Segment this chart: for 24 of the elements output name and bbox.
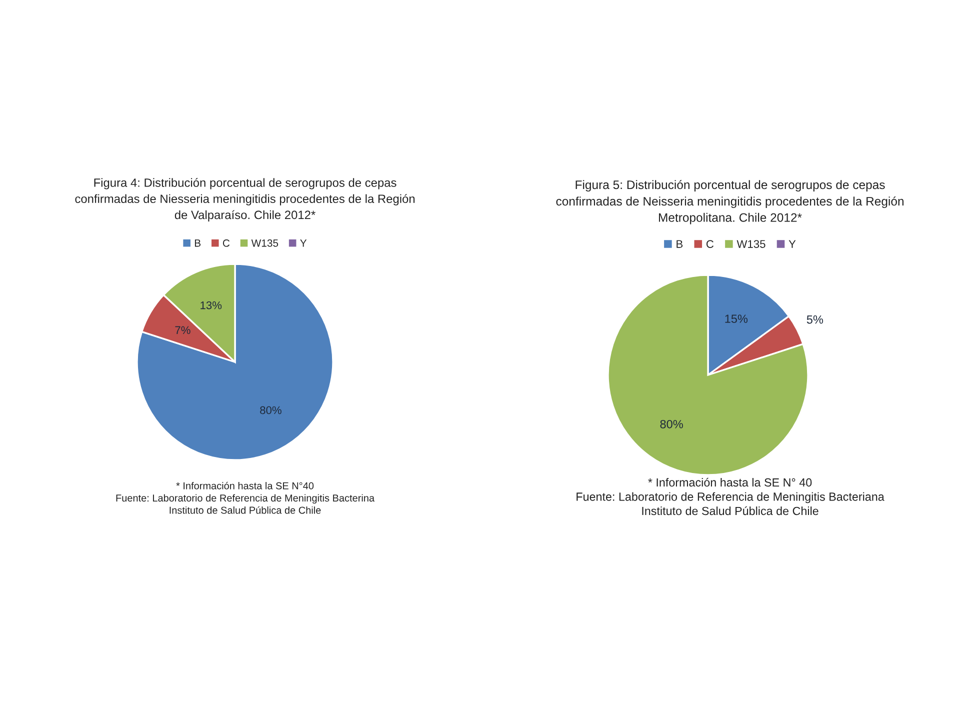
data-label: 13% bbox=[200, 301, 222, 310]
text: Instituto de Salud Pública de Chile bbox=[642, 506, 818, 516]
chart-title: Figura 4: Distribución porcentual de serogrupos de cepas confirmadas de Niesseria meningitidis procedentes de la Región de Valparaíso. Chile 2012* bbox=[75, 178, 415, 222]
legend-label: W135 bbox=[251, 239, 278, 247]
legend-label: B bbox=[194, 240, 201, 247]
data-label: 15% bbox=[725, 314, 748, 323]
data-label: 80% bbox=[260, 406, 282, 414]
text: * Información hasta la SE N° 40 bbox=[648, 478, 812, 487]
legend-label: C bbox=[222, 239, 230, 247]
legend-label: Y bbox=[300, 240, 307, 247]
chart-title: Figura 5: Distribución porcentual de serogrupos de cepas confirmadas de Neisseria meningitidis procedentes de la Región Metropolitana. Chile 2012* bbox=[556, 180, 904, 224]
text: Instituto de Salud Pública de Chile bbox=[170, 506, 321, 514]
legend-label: B bbox=[676, 240, 683, 248]
legend-label: W135 bbox=[736, 240, 766, 248]
data-label: 80% bbox=[660, 420, 683, 428]
pie-slice bbox=[607, 274, 809, 476]
legend-label: Y bbox=[788, 240, 796, 248]
text: * Información hasta la SE N°40 bbox=[176, 482, 314, 490]
data-label: 5% bbox=[806, 315, 824, 324]
pie-slice bbox=[136, 263, 334, 461]
data-label: 7% bbox=[175, 326, 190, 334]
legend-label: C bbox=[706, 240, 714, 248]
source-note: Fuente: Laboratorio de Referencia de Meningitis Bacteriana bbox=[576, 492, 884, 504]
source-note: Fuente: Laboratorio de Referencia de Meningitis Bacterina bbox=[116, 494, 375, 504]
